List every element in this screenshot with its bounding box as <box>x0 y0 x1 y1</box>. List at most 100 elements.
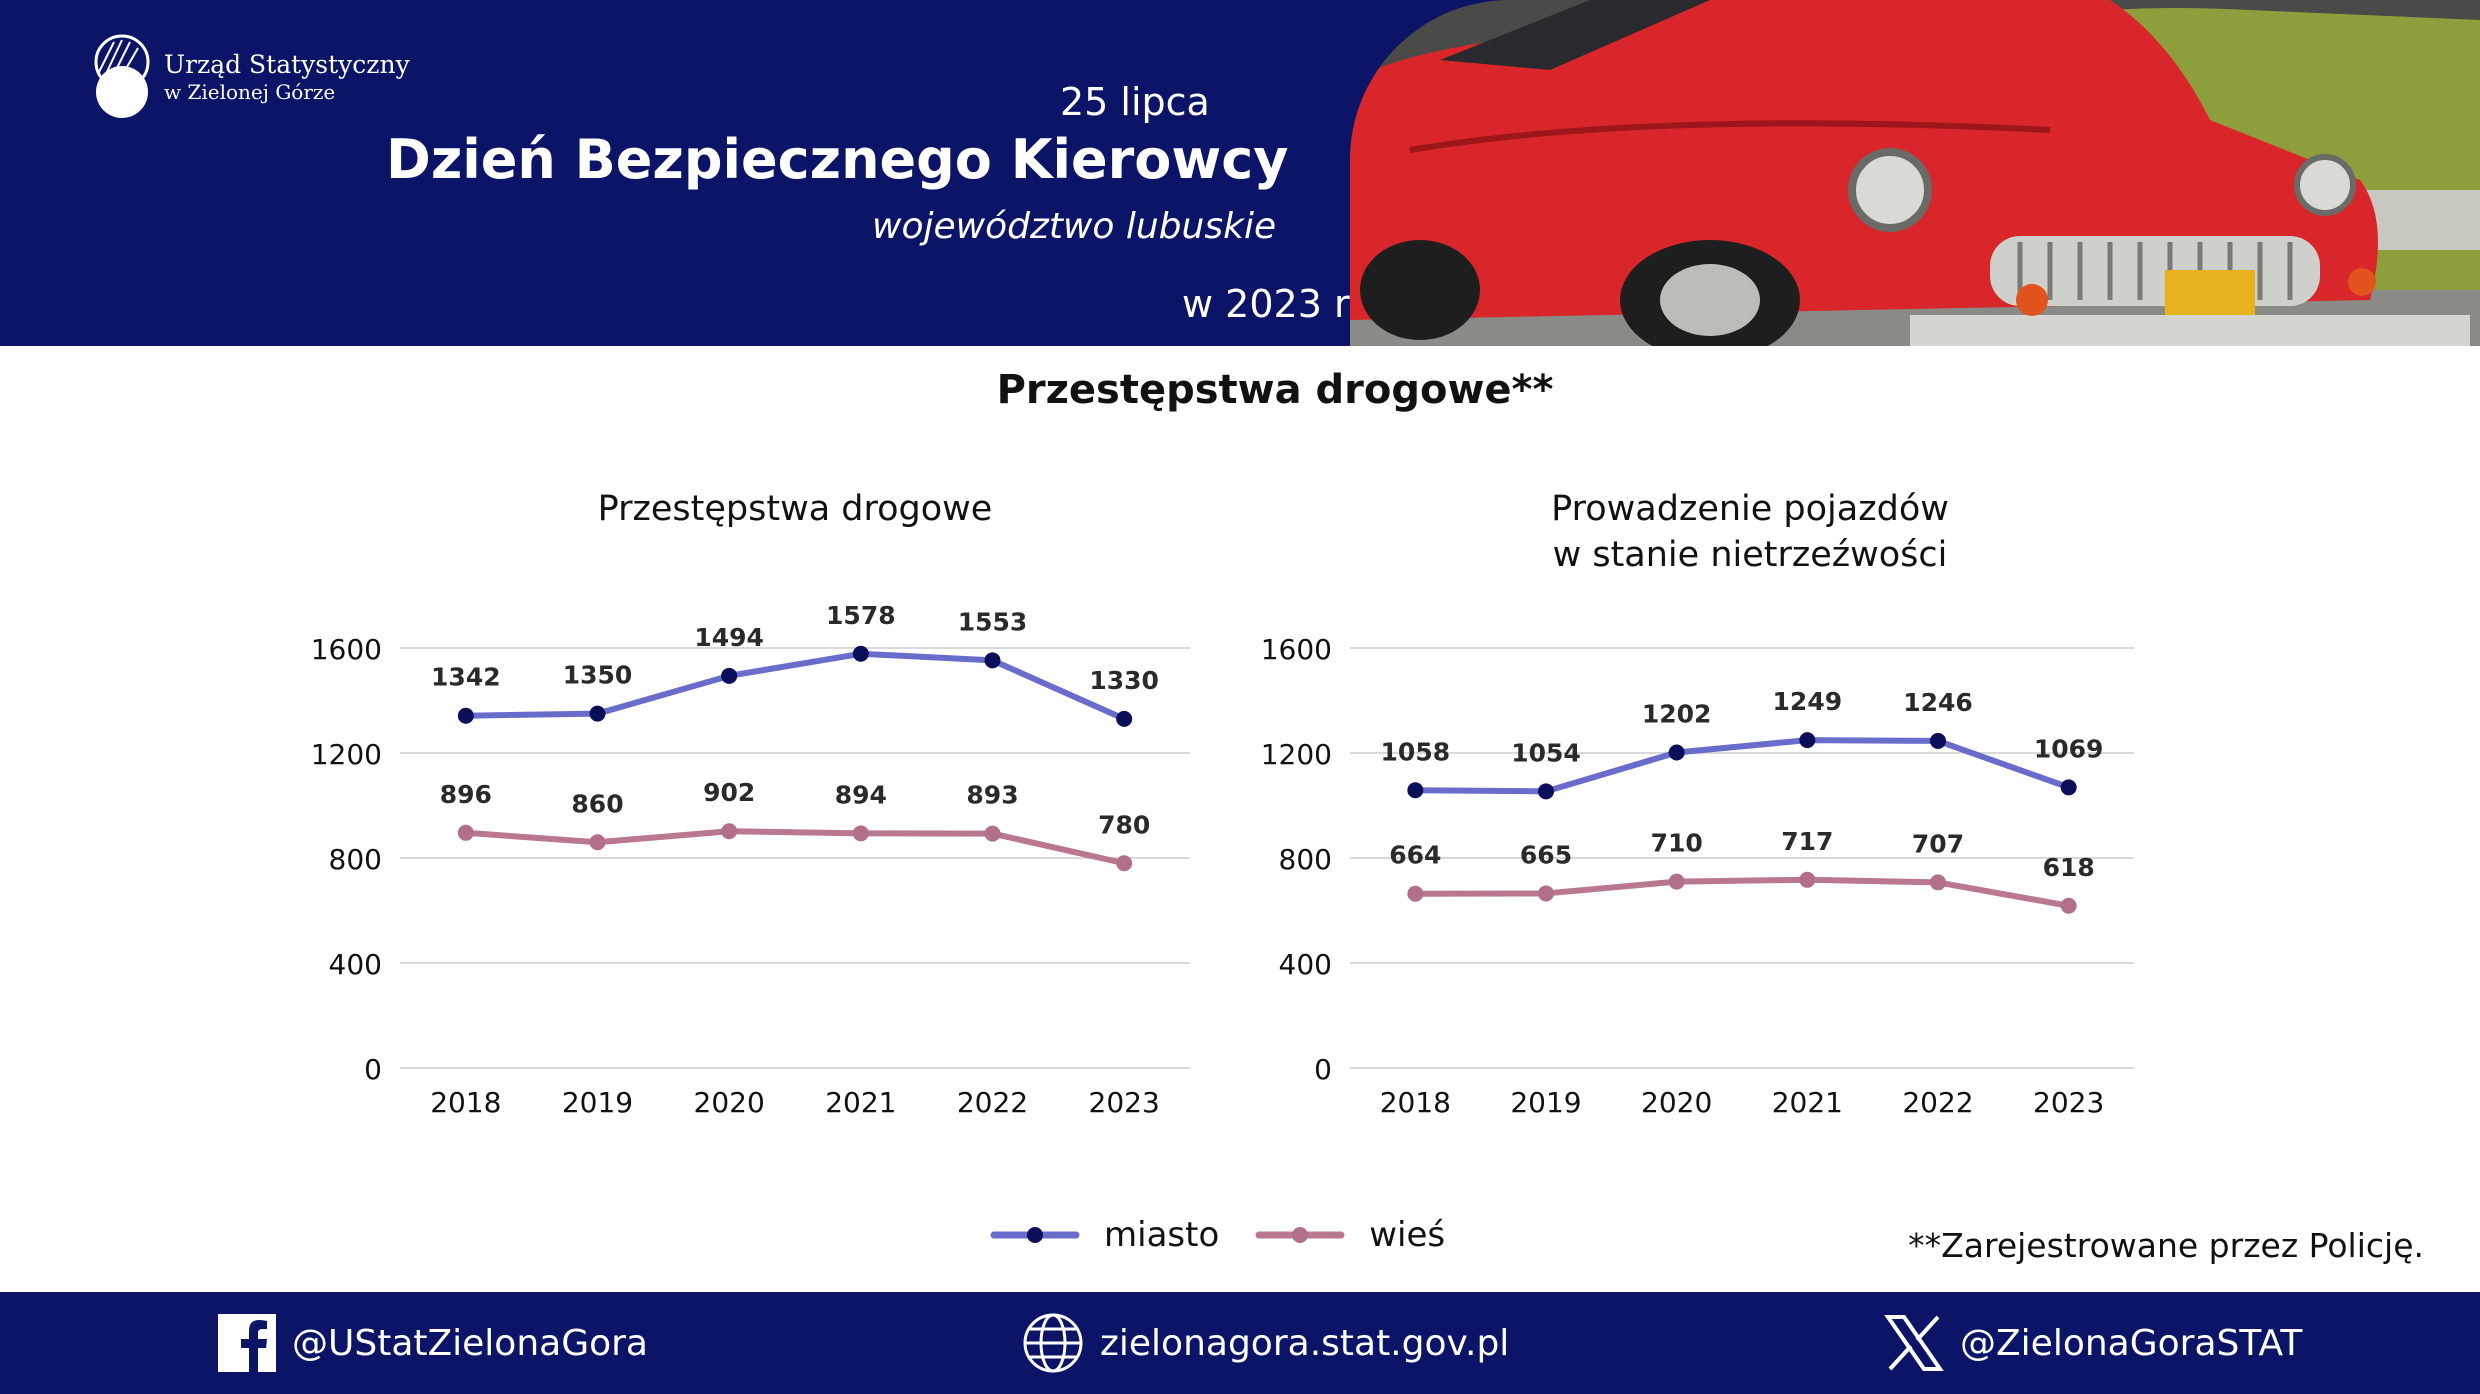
chart1-label-wies-2021: 894 <box>835 780 887 809</box>
footer-website-label: zielonagora.stat.gov.pl <box>1100 1322 1510 1364</box>
footer: @UStatZielonaGora zielonagora.stat.gov.p… <box>0 1292 2480 1394</box>
chart2-point-wies-2023 <box>2060 897 2077 914</box>
chart1-point-wies-2021 <box>852 825 869 842</box>
chart2-label-wies-2020: 710 <box>1651 829 1703 858</box>
chart2-point-wies-2019 <box>1538 885 1554 902</box>
chart2: 0 400 800 1200 1600 2018 2019 2020 2021 2022 2023 1… <box>1261 633 2134 1119</box>
chart1-label-wies-2020: 902 <box>703 778 755 807</box>
chart1-label-wies-2018: 896 <box>440 780 492 809</box>
legend-line-wies-icon <box>1255 1227 1345 1243</box>
legend-line-miasto-icon <box>990 1227 1080 1243</box>
chart2-point-miasto-2018 <box>1407 782 1424 799</box>
chart2-label-miasto-2020: 1202 <box>1642 699 1712 728</box>
chart1-point-wies-2023 <box>1116 855 1133 872</box>
chart1-xtick-2019: 2019 <box>562 1086 633 1119</box>
year-label: w 2023 r. <box>1182 282 1359 326</box>
chart2-point-wies-2021 <box>1799 871 1816 888</box>
chart1-line-wies <box>462 828 1128 867</box>
chart1-label-wies-2022: 893 <box>966 781 1018 810</box>
chart1-ytick-1600: 1600 <box>311 633 382 666</box>
chart1-ytick-0: 0 <box>364 1053 382 1086</box>
legend-label-wies: wieś <box>1369 1215 1446 1255</box>
chart1-xtick-2023: 2023 <box>1089 1086 1160 1119</box>
footer-facebook-link[interactable]: @UStatZielonaGora <box>218 1292 648 1394</box>
chart2-point-wies-2018 <box>1407 885 1424 902</box>
chart1-point-miasto-2020 <box>721 667 738 684</box>
header-banner: Urząd Statystyczny w Zielonej Górze 25 l… <box>0 0 2480 346</box>
header-photo <box>1350 0 2480 346</box>
chart1-xtick-2022: 2022 <box>957 1086 1028 1119</box>
date-label: 25 lipca <box>1060 80 1210 124</box>
chart1-point-wies-2018 <box>457 824 474 841</box>
chart1-xtick-2021: 2021 <box>825 1086 896 1119</box>
chart1: 0 400 800 1200 1600 2018 2019 2020 2021 2022 2023 1… <box>311 601 1190 1119</box>
chart1-point-wies-2019 <box>589 834 606 851</box>
chart2-label-wies-2019: 665 <box>1520 840 1572 869</box>
logo-line2: w Zielonej Górze <box>164 80 336 104</box>
logo-text: Urząd Statystyczny w Zielonej Górze <box>164 50 410 104</box>
chart2-label-miasto-2023: 1069 <box>2034 734 2104 763</box>
chart1-ytick-400: 400 <box>329 948 382 981</box>
chart2-label-wies-2018: 664 <box>1389 841 1441 870</box>
chart2-label-miasto-2022: 1246 <box>1903 688 1973 717</box>
chart1-ytick-800: 800 <box>329 843 382 876</box>
chart2-title-line2: w stanie nietrzeźwości <box>1552 535 1948 575</box>
footer-x-link[interactable]: @ZielonaGoraSTAT <box>1884 1292 2302 1394</box>
chart2-title-line1: Prowadzenie pojazdów <box>1551 489 1949 529</box>
page-title: Dzień Bezpiecznego Kierowcy <box>386 128 1289 191</box>
chart2-xtick-2018: 2018 <box>1380 1086 1451 1119</box>
chart1-line-miasto <box>462 650 1128 722</box>
chart2-ytick-400: 400 <box>1279 948 1332 981</box>
chart2-line-wies <box>1412 876 2072 909</box>
chart2-point-miasto-2019 <box>1538 783 1554 800</box>
chart2-title: Prowadzenie pojazdów w stanie nietrzeźwo… <box>1430 486 2070 578</box>
chart1-point-miasto-2018 <box>457 707 474 724</box>
chart2-line-miasto <box>1412 737 2072 795</box>
car-illustration <box>1350 0 2480 346</box>
legend-label-miasto: miasto <box>1104 1215 1220 1255</box>
chart2-label-miasto-2018: 1058 <box>1381 737 1451 766</box>
chart1-label-miasto-2018: 1342 <box>431 663 501 692</box>
footer-website-link[interactable]: zielonagora.stat.gov.pl <box>1022 1292 1509 1394</box>
chart1-label-wies-2019: 860 <box>571 789 623 818</box>
legend-item-wies: wieś <box>1255 1215 1445 1255</box>
section-title: Przestępstwa drogowe** <box>996 367 1554 413</box>
region-label: województwo lubuskie <box>872 206 1277 247</box>
footer-x-label: @ZielonaGoraSTAT <box>1960 1322 2303 1364</box>
chart2-ytick-0: 0 <box>1314 1053 1332 1086</box>
chart1-label-miasto-2022: 1553 <box>958 607 1028 636</box>
chart2-point-miasto-2022 <box>1930 732 1946 749</box>
footer-facebook-label: @UStatZielonaGora <box>292 1322 648 1364</box>
chart1-label-miasto-2023: 1330 <box>1089 666 1159 695</box>
chart2-point-miasto-2023 <box>2060 779 2077 796</box>
chart2-point-miasto-2020 <box>1668 744 1685 761</box>
chart1-point-miasto-2021 <box>852 645 869 662</box>
chart2-label-wies-2023: 618 <box>2043 853 2095 882</box>
legend-item-miasto: miasto <box>990 1215 1219 1255</box>
globe-icon <box>1022 1312 1084 1374</box>
chart1-point-miasto-2019 <box>589 705 606 722</box>
facebook-icon <box>218 1314 276 1372</box>
logo-icon <box>94 34 150 118</box>
chart1-point-wies-2022 <box>984 825 1001 842</box>
x-logo-icon <box>1884 1313 1944 1373</box>
chart2-label-wies-2021: 717 <box>1781 827 1833 856</box>
chart1-label-wies-2023: 780 <box>1098 810 1150 839</box>
chart1-label-miasto-2019: 1350 <box>563 661 633 690</box>
chart1-point-miasto-2022 <box>984 652 1001 669</box>
chart2-xtick-2023: 2023 <box>2033 1086 2104 1119</box>
legend: miasto wieś <box>990 1210 1481 1260</box>
chart2-label-wies-2022: 707 <box>1912 829 1964 858</box>
chart1-title: Przestępstwa drogowe <box>597 489 993 529</box>
chart2-label-miasto-2019: 1054 <box>1511 738 1581 767</box>
chart2-ytick-800: 800 <box>1279 843 1332 876</box>
chart2-point-wies-2020 <box>1668 873 1685 890</box>
chart2-ytick-1600: 1600 <box>1261 633 1332 666</box>
chart2-xtick-2019: 2019 <box>1510 1086 1581 1119</box>
chart1-xtick-2020: 2020 <box>694 1086 765 1119</box>
chart1-point-wies-2020 <box>721 823 738 840</box>
chart2-xtick-2021: 2021 <box>1772 1086 1843 1119</box>
chart1-label-miasto-2020: 1494 <box>694 623 764 652</box>
chart1-ytick-1200: 1200 <box>311 738 382 771</box>
footnote: **Zarejestrowane przez Policję. <box>1908 1226 2424 1265</box>
